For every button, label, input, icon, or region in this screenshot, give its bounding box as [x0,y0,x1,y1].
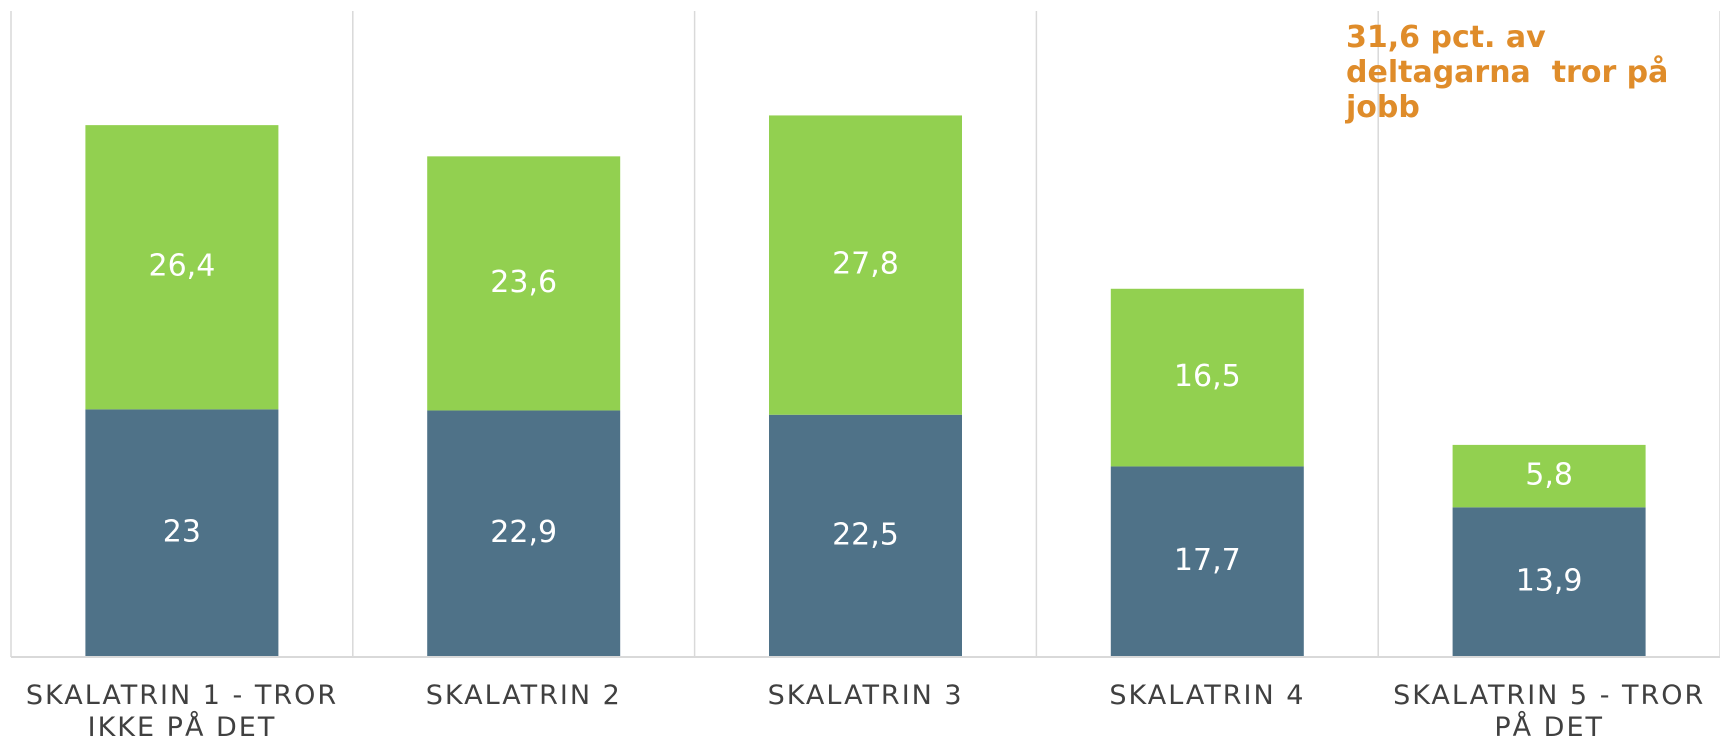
bar-segment [1110,288,1304,467]
x-tick-label: SKALATRIN 2 [425,680,622,711]
bar-segment [85,409,279,657]
value-label: 23,6 [490,265,557,300]
x-tick-label: SKALATRIN 1 - TROR IKKE PÅ DET [25,680,339,743]
bar-segment [85,125,279,410]
bar-segment [1452,444,1646,508]
bar-segment [769,414,962,657]
bar-segment [769,115,962,415]
value-label: 16,5 [1174,359,1241,394]
bar-segment [1110,466,1304,657]
value-label: 17,7 [1174,543,1241,578]
value-label: 5,8 [1525,458,1573,493]
value-label: 22,9 [490,515,557,550]
value-label: 26,4 [149,249,216,284]
x-tick-label: SKALATRIN 4 [1109,680,1306,711]
bar-segment [427,156,621,411]
x-tick-label: SKALATRIN 5 - TROR PÅ DET [1393,680,1706,743]
value-label: 23 [163,515,201,550]
bar-segment [427,410,621,657]
annotation: 31,6 pct. av deltagarna tror på jobb [1346,20,1679,125]
bar-segment [1452,507,1646,657]
value-label: 22,5 [832,517,899,552]
x-tick-label: SKALATRIN 3 [767,680,964,711]
value-label: 13,9 [1516,564,1583,599]
value-label: 27,8 [832,247,899,282]
